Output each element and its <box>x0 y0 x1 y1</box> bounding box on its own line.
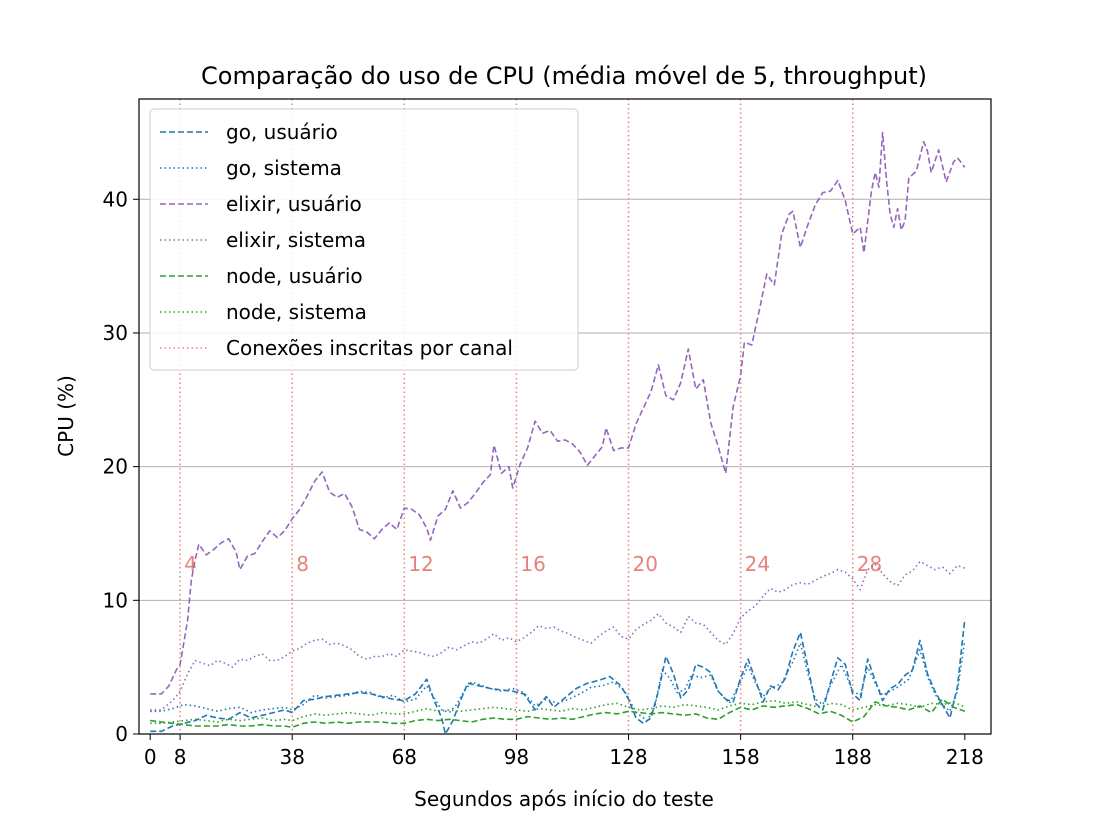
series-line <box>150 131 966 695</box>
x-tick-label: 68 <box>392 745 417 769</box>
connection-marker-label: 16 <box>520 552 545 576</box>
legend-label: node, sistema <box>226 300 367 324</box>
x-tick-label: 38 <box>279 745 304 769</box>
x-tick-label: 188 <box>834 745 872 769</box>
y-tick-label: 0 <box>115 722 128 746</box>
y-axis-label: CPU (%) <box>54 375 78 457</box>
x-axis-ticks: 0 8 38 68 98 128 158 188 218 <box>144 734 984 769</box>
x-tick-label: 98 <box>504 745 529 769</box>
x-tick-label: 128 <box>609 745 647 769</box>
legend: go, usuário go, sistema elixir, usuário eli… <box>149 108 579 371</box>
chart-title: Comparação do uso de CPU (média móvel de… <box>201 62 927 90</box>
connection-marker-label: 8 <box>296 552 309 576</box>
x-tick-label: 0 <box>144 745 157 769</box>
y-axis-ticks: 0 10 20 30 40 <box>103 187 139 746</box>
y-tick-label: 20 <box>103 455 128 479</box>
connection-marker-label: 12 <box>408 552 433 576</box>
connection-marker-label: 4 <box>184 552 197 576</box>
legend-label: Conexões inscritas por canal <box>226 336 513 360</box>
series-line <box>150 699 966 725</box>
connection-marker-label: 24 <box>745 552 770 576</box>
y-tick-label: 40 <box>103 187 128 211</box>
legend-label: go, usuário <box>226 120 338 144</box>
x-axis-label: Segundos após início do teste <box>414 787 714 811</box>
legend-box <box>149 108 579 371</box>
series-line <box>150 640 966 722</box>
y-tick-label: 30 <box>103 321 128 345</box>
plot-area-frame <box>138 98 992 735</box>
connection-marker-label: 28 <box>857 552 882 576</box>
x-tick-label: 158 <box>722 745 760 769</box>
legend-label: elixir, sistema <box>226 228 366 252</box>
legend-label: go, sistema <box>226 156 342 180</box>
connection-markers: 4 8 12 16 20 24 28 <box>179 99 882 734</box>
series-line <box>150 618 966 735</box>
legend-label: elixir, usuário <box>226 192 362 216</box>
series-line <box>150 698 966 729</box>
connection-marker-label: 20 <box>633 552 658 576</box>
y-tick-label: 10 <box>103 588 128 612</box>
x-tick-label: 218 <box>946 745 984 769</box>
legend-label: node, usuário <box>226 264 363 288</box>
x-tick-label: 8 <box>174 745 187 769</box>
series-lines <box>150 131 966 735</box>
